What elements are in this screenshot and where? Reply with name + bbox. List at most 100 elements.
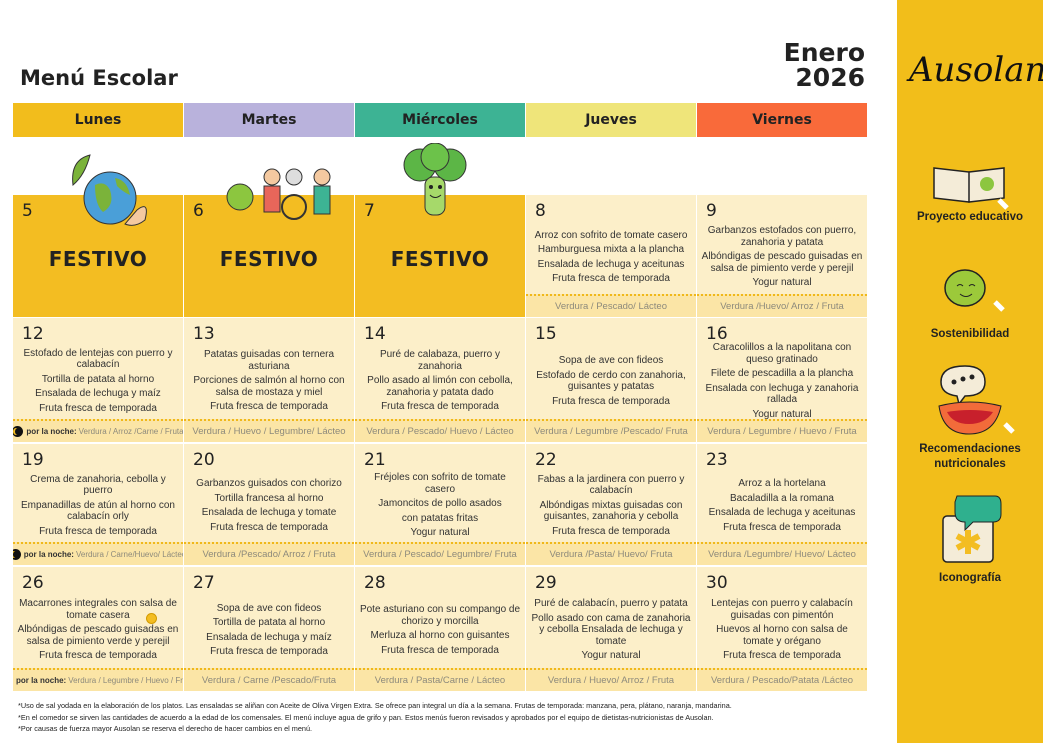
sidebar: Ausolan. Proyecto educativo Sostenibilid… (897, 0, 1043, 743)
menu-item: Patatas guisadas con ternera asturiana (203, 349, 335, 372)
day-cell: 27 Sopa de ave con fideos Tortilla de pata… (184, 567, 354, 691)
night-label: por la noche: (23, 550, 74, 559)
sidebar-item-proyecto-educativo[interactable]: Proyecto educativo (916, 211, 1024, 223)
day-cell: 15 Sopa de ave con fideos Estofado de cerd… (526, 318, 696, 442)
day-number: 21 (364, 450, 386, 470)
day-number: 8 (535, 201, 546, 221)
footnote: *En el comedor se sirven las cantidades … (18, 712, 714, 722)
menu-item: Estofado de cerdo con zanahoria, guisant… (536, 369, 686, 393)
day-number: 12 (22, 324, 44, 344)
menu-item: Empanadillas de atún al horno con calaba… (21, 499, 175, 523)
menu-item: Filete de pescadilla a la plancha (710, 368, 854, 379)
menu-item: Tortilla francesa al horno (214, 492, 324, 504)
menu-item: Ensalada de lechuga y tomate (201, 507, 337, 518)
festivo-label: FESTIVO (219, 247, 319, 271)
sidebar-item-recomendaciones-nutricionales[interactable]: Recomendaciones nutricionales (919, 443, 1021, 470)
day-number: 5 (22, 201, 33, 221)
menu-item: Garbanzos guisados con chorizo (196, 478, 342, 489)
menu-item: Yogur natural (410, 527, 470, 539)
day-header-2: Miércoles (355, 103, 525, 137)
menu-item: Yogur natural (752, 408, 812, 420)
month: Enero (783, 38, 865, 67)
day-cell: 14 Puré de calabaza, puerro y zanahoria Po… (355, 318, 525, 442)
year: 2026 (795, 63, 865, 92)
night-label: por la noche: (15, 676, 67, 685)
day-cell: 13 Patatas guisadas con ternera asturiana… (184, 318, 354, 442)
day-cell: 8 Arroz con sofrito de tomate casero Hambu… (526, 195, 696, 317)
moon-icon (13, 549, 21, 560)
day-number: 28 (364, 573, 386, 593)
dinner-suggestion: Verdura / Huevo / Legumbre/ Lácteo (184, 419, 354, 442)
dinner-suggestion: Verdura / Pescado/ Lácteo (526, 294, 696, 317)
day-cell: 28 Pote asturiano con su compango de chor… (355, 567, 525, 691)
dinner-suggestion: Verdura / Carne /Pescado/Fruta (184, 668, 354, 691)
book-icon (933, 167, 1009, 210)
menu-item: Pollo asado al limón con cebolla, zanaho… (367, 375, 513, 398)
menu-item: Yogur natural (581, 650, 641, 662)
menu-items: Patatas guisadas con ternera asturiana Po… (188, 344, 350, 418)
day-cell: 12 Estofado de lentejas con puerro y cala… (13, 318, 183, 442)
menu-item: Yogur natural (752, 277, 812, 289)
menu-item: Macarrones integrales con salsa de tomat… (19, 598, 177, 621)
menu-items: Arroz con sofrito de tomate casero Hambur… (530, 221, 692, 293)
menu-item: Fruta fresca de temporada (39, 525, 157, 537)
menu-item: Ensalada de lechuga y aceitunas (708, 507, 856, 518)
sidebar-item-sostenibilidad[interactable]: Sostenibilidad (930, 328, 1010, 340)
menu-items: Fréjoles con sofrito de tomate casero Jam… (359, 470, 521, 541)
month-year: Enero 2026 (784, 40, 865, 90)
menu-item: Albóndigas de pescado guisadas en salsa … (701, 251, 863, 274)
day-cell: 30 Lentejas con puerro y calabacín guisad… (697, 567, 867, 691)
dinner-suggestion: Verdura / Pescado/Patata /Lácteo (697, 668, 867, 691)
night-text: Verdura / Carne/Huevo/ Lácteo (75, 550, 183, 559)
ausolan-logo: Ausolan. (909, 50, 1043, 90)
festivo-label: FESTIVO (390, 247, 490, 271)
menu-item: Bacaladilla a la romana (730, 492, 834, 504)
festivo-label: FESTIVO (48, 247, 148, 271)
menu-item: Ensalada con lechuga y zanahoria rallada (705, 382, 859, 406)
menu-item: Fruta fresca de temporada (39, 650, 157, 662)
menu-item: Fruta fresca de temporada (39, 402, 157, 414)
day-cell: 23 Arroz a la hortelana Bacaladilla a la r… (697, 444, 867, 565)
children-illustration (226, 168, 331, 220)
menu-item: Fréjoles con sofrito de tomate casero (374, 472, 506, 495)
sidebar-item-iconografia[interactable]: Iconografía (939, 572, 1001, 584)
day-number: 23 (706, 450, 728, 470)
menu-item: Fruta fresca de temporada (381, 401, 499, 413)
menu-items: Pote asturiano con su compango de choriz… (359, 593, 521, 667)
day-header-4: Viernes (697, 103, 867, 137)
menu-item: Albóndigas mixtas guisadas con guisantes… (539, 499, 683, 523)
menu-item: Hamburguesa mixta a la plancha (537, 244, 685, 255)
menu-items: Caracolillos a la napolitana con queso g… (701, 342, 863, 420)
menu-item: Puré de calabaza, puerro y zanahoria (379, 349, 501, 372)
menu-items: Sopa de ave con fideos Tortilla de patata… (188, 593, 350, 667)
menu-item: Ensalada de lechuga y aceitunas (537, 258, 685, 270)
dinner-suggestion: Verdura / Huevo/ Arroz / Fruta (526, 668, 696, 691)
day-cell: 21 Fréjoles con sofrito de tomate casero J… (355, 444, 525, 565)
menu-item: Fruta fresca de temporada (723, 650, 841, 662)
night-label: por la noche: (26, 427, 77, 436)
menu-item: Tortilla de patata al horno (212, 617, 326, 628)
night-text: Verdura / Legumbre / Huevo / Fruta (68, 676, 183, 685)
menu-item: Albóndigas de pescado guisadas en salsa … (17, 624, 179, 647)
menu-item: Puré de calabacín, puerro y patata (534, 598, 688, 610)
menu-item: Ensalada de lechuga y maíz (206, 631, 332, 643)
menu-item: Merluza al horno con guisantes (370, 630, 510, 641)
menu-item: Sopa de ave con fideos (216, 602, 322, 614)
day-cell: 19 Crema de zanahoria, cebolla y puerro Em… (13, 444, 183, 565)
menu-item: Huevos al horno con salsa de tomate y or… (716, 624, 848, 647)
iconography-icon (942, 495, 1002, 563)
dinner-suggestion: Verdura / Pescado/ Legumbre/ Fruta (355, 542, 525, 565)
day-number: 16 (706, 324, 728, 344)
dinner-suggestion: Verdura / Pasta/Carne / Lácteo (355, 668, 525, 691)
day-cell: 29 Puré de calabacín, puerro y patata Poll… (526, 567, 696, 691)
night-text: Verdura / Arroz /Carne / Fruta (78, 427, 183, 436)
dinner-suggestion: Verdura / Legumbre /Pescado/ Fruta (526, 419, 696, 442)
broccoli-illustration (403, 143, 467, 216)
menu-items: Puré de calabaza, puerro y zanahoria Poll… (359, 344, 521, 418)
menu-item: Fruta fresca de temporada (552, 273, 670, 284)
menu-item: Tortilla de patata al horno (41, 373, 155, 385)
globe-illustration (72, 154, 147, 226)
menu-items: Garbanzos estofados con puerro, zanahori… (701, 221, 863, 293)
dinner-suggestion: Verdura /Legumbre/ Huevo/ Lácteo (697, 542, 867, 565)
day-header-3: Jueves (526, 103, 696, 137)
